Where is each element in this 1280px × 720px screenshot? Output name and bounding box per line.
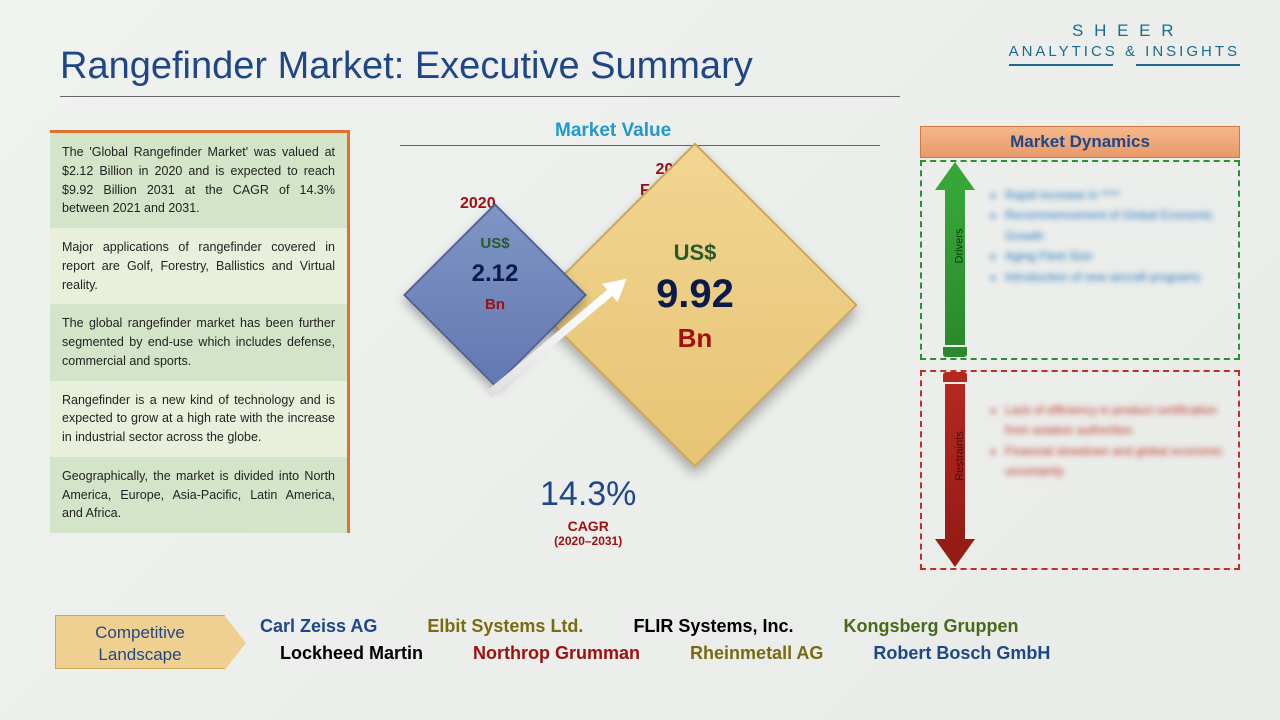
summary-item: Rangefinder is a new kind of technology … bbox=[50, 381, 347, 457]
forecast-value-block: US$ 9.92 Bn bbox=[610, 240, 780, 354]
cagr-percent: 14.3% bbox=[540, 475, 636, 514]
company-name: Carl Zeiss AG bbox=[260, 616, 377, 637]
logo-line1: S H E E R bbox=[1009, 20, 1240, 42]
list-item: Rapid increase in **** bbox=[1005, 185, 1230, 205]
restraints-list: Lack of efficiency in product certificat… bbox=[990, 400, 1230, 482]
company-name: FLIR Systems, Inc. bbox=[633, 616, 793, 637]
forecast-value: 9.92 bbox=[610, 272, 780, 317]
company-name: Rheinmetall AG bbox=[690, 643, 823, 664]
restraints-label: Restraints bbox=[954, 431, 966, 481]
base-value-block: US$ 2.12 Bn bbox=[432, 235, 558, 313]
market-value-heading: Market Value bbox=[555, 120, 671, 142]
cagr-block: 14.3% CAGR (2020–2031) bbox=[540, 475, 636, 548]
list-item: Introduction of new aircraft programs bbox=[1005, 267, 1230, 287]
list-item: Financial slowdown and global economic u… bbox=[1005, 441, 1230, 482]
page-title: Rangefinder Market: Executive Summary bbox=[60, 45, 900, 97]
summary-item: The global rangefinder market has been f… bbox=[50, 304, 347, 380]
competitive-landscape-label: Competitive Landscape bbox=[55, 615, 225, 669]
company-name: Northrop Grumman bbox=[473, 643, 640, 664]
cagr-label: CAGR bbox=[540, 518, 636, 534]
summary-item: The 'Global Rangefinder Market' was valu… bbox=[50, 133, 347, 228]
company-name: Lockheed Martin bbox=[280, 643, 423, 664]
drivers-list: Rapid increase in **** Recommencement of… bbox=[990, 185, 1230, 287]
brand-logo: S H E E R ANALYTICS & INSIGHTS bbox=[1009, 20, 1240, 66]
company-name: Elbit Systems Ltd. bbox=[427, 616, 583, 637]
company-name: Robert Bosch GmbH bbox=[873, 643, 1050, 664]
currency-label: US$ bbox=[610, 240, 780, 266]
cagr-range: (2020–2031) bbox=[540, 534, 636, 548]
unit-label: Bn bbox=[432, 296, 558, 313]
unit-label: Bn bbox=[610, 323, 780, 354]
summary-panel: The 'Global Rangefinder Market' was valu… bbox=[50, 130, 350, 533]
list-item: Lack of efficiency in product certificat… bbox=[1005, 400, 1230, 441]
summary-item: Major applications of rangefinder covere… bbox=[50, 228, 347, 304]
summary-item: Geographically, the market is divided in… bbox=[50, 457, 347, 533]
logo-line2: ANALYTICS & INSIGHTS bbox=[1009, 42, 1240, 62]
divider bbox=[400, 145, 880, 146]
company-name: Kongsberg Gruppen bbox=[844, 616, 1019, 637]
companies-list: Carl Zeiss AG Elbit Systems Ltd. FLIR Syst… bbox=[260, 616, 1240, 670]
currency-label: US$ bbox=[432, 235, 558, 252]
list-item: Aging Fleet Size bbox=[1005, 246, 1230, 266]
list-item: Recommencement of Global Economic Growth bbox=[1005, 205, 1230, 246]
base-value: 2.12 bbox=[432, 260, 558, 288]
drivers-label: Drivers bbox=[953, 229, 965, 264]
dynamics-heading: Market Dynamics bbox=[920, 126, 1240, 158]
